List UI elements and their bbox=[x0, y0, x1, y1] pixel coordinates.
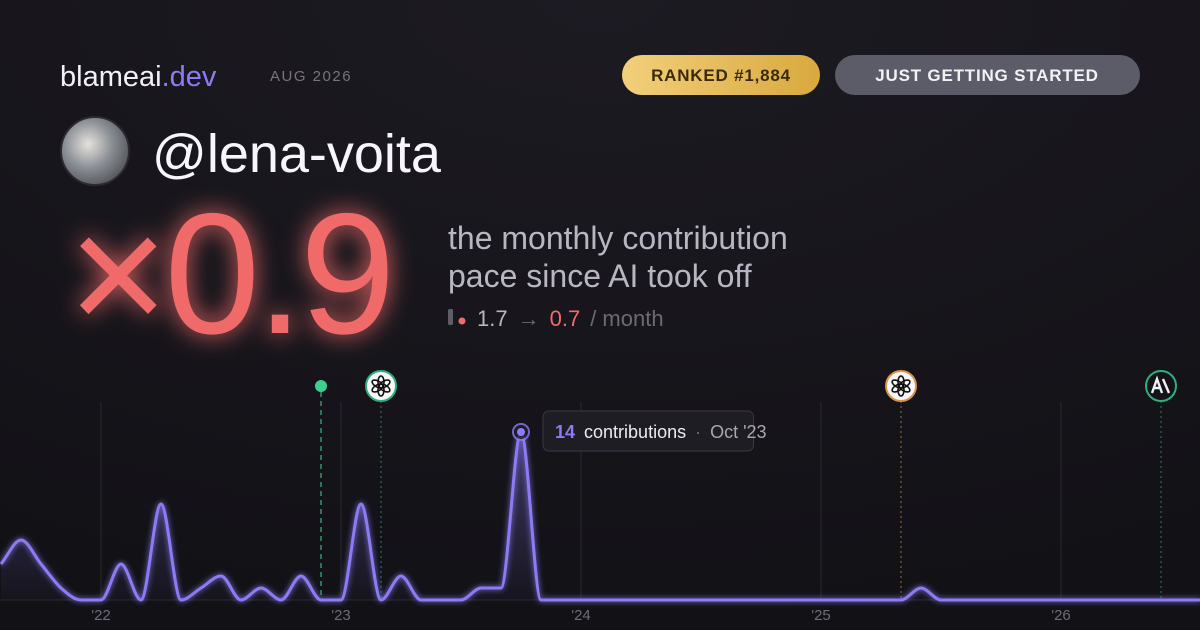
caption-line: pace since AI took off bbox=[448, 258, 752, 294]
x-tick-label: '26 bbox=[1051, 607, 1071, 624]
after-icon bbox=[458, 317, 466, 325]
rank-badge-bg bbox=[622, 55, 820, 95]
event-icon bbox=[891, 379, 904, 389]
chart: '22 '23 '24 '25 '26 14 contributions · Oct '23 bbox=[0, 370, 1200, 624]
event-icon-bg bbox=[365, 370, 397, 402]
date: AUG 2026 bbox=[270, 68, 352, 85]
before-icon bbox=[448, 309, 453, 325]
avatar bbox=[60, 116, 130, 186]
x-tick-label: '23 bbox=[331, 607, 351, 624]
event-dot bbox=[315, 380, 327, 392]
stat-row: 1.7 → 0.7 / month bbox=[477, 306, 664, 331]
x-tick-label: '22 bbox=[91, 607, 111, 624]
before-value: 1.7 bbox=[477, 306, 508, 331]
tooltip bbox=[542, 410, 755, 452]
event-icon-bg bbox=[1145, 370, 1177, 402]
tooltip-date: Oct '23 bbox=[710, 422, 766, 442]
brand-suffix: .dev bbox=[162, 61, 217, 93]
status-badge-bg bbox=[835, 55, 1140, 95]
handle: @lena-voita bbox=[152, 124, 442, 184]
area bbox=[1, 432, 1200, 601]
brand: blameai.dev bbox=[60, 61, 217, 93]
arrow: → bbox=[518, 306, 540, 331]
event-icon bbox=[1150, 375, 1171, 394]
after-value: 0.7 bbox=[550, 306, 581, 331]
tooltip-value: 14 bbox=[555, 422, 575, 442]
x-tick-label: '25 bbox=[811, 607, 831, 624]
line bbox=[0, 430, 1200, 602]
tooltip-separator: · bbox=[695, 422, 701, 442]
highlight-point bbox=[517, 428, 525, 436]
multiplier: ×0.9 bbox=[68, 178, 392, 370]
tooltip-label: contributions bbox=[584, 422, 686, 442]
event-icon bbox=[371, 379, 384, 389]
status-badge: JUST GETTING STARTED bbox=[875, 66, 1098, 85]
x-tick-label: '24 bbox=[571, 607, 591, 624]
event-icon-bg bbox=[885, 370, 917, 402]
unit: / month bbox=[590, 306, 663, 331]
caption-line: the monthly contribution bbox=[448, 220, 788, 256]
brand-name: blameai bbox=[60, 61, 162, 93]
rank-badge: RANKED #1,884 bbox=[651, 66, 791, 85]
tooltip-text: 14 contributions · Oct '23 bbox=[555, 422, 767, 442]
